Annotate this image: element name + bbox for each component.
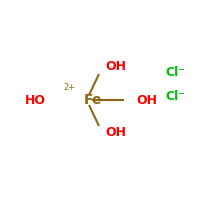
Text: OH: OH [105, 127, 126, 140]
Text: OH: OH [105, 60, 126, 73]
Text: HO: HO [24, 94, 46, 106]
Text: Cl⁻: Cl⁻ [165, 66, 185, 79]
Text: OH: OH [136, 94, 157, 106]
Text: Cl⁻: Cl⁻ [165, 90, 185, 102]
Text: 2+: 2+ [64, 83, 76, 92]
Text: Fe: Fe [84, 93, 102, 107]
